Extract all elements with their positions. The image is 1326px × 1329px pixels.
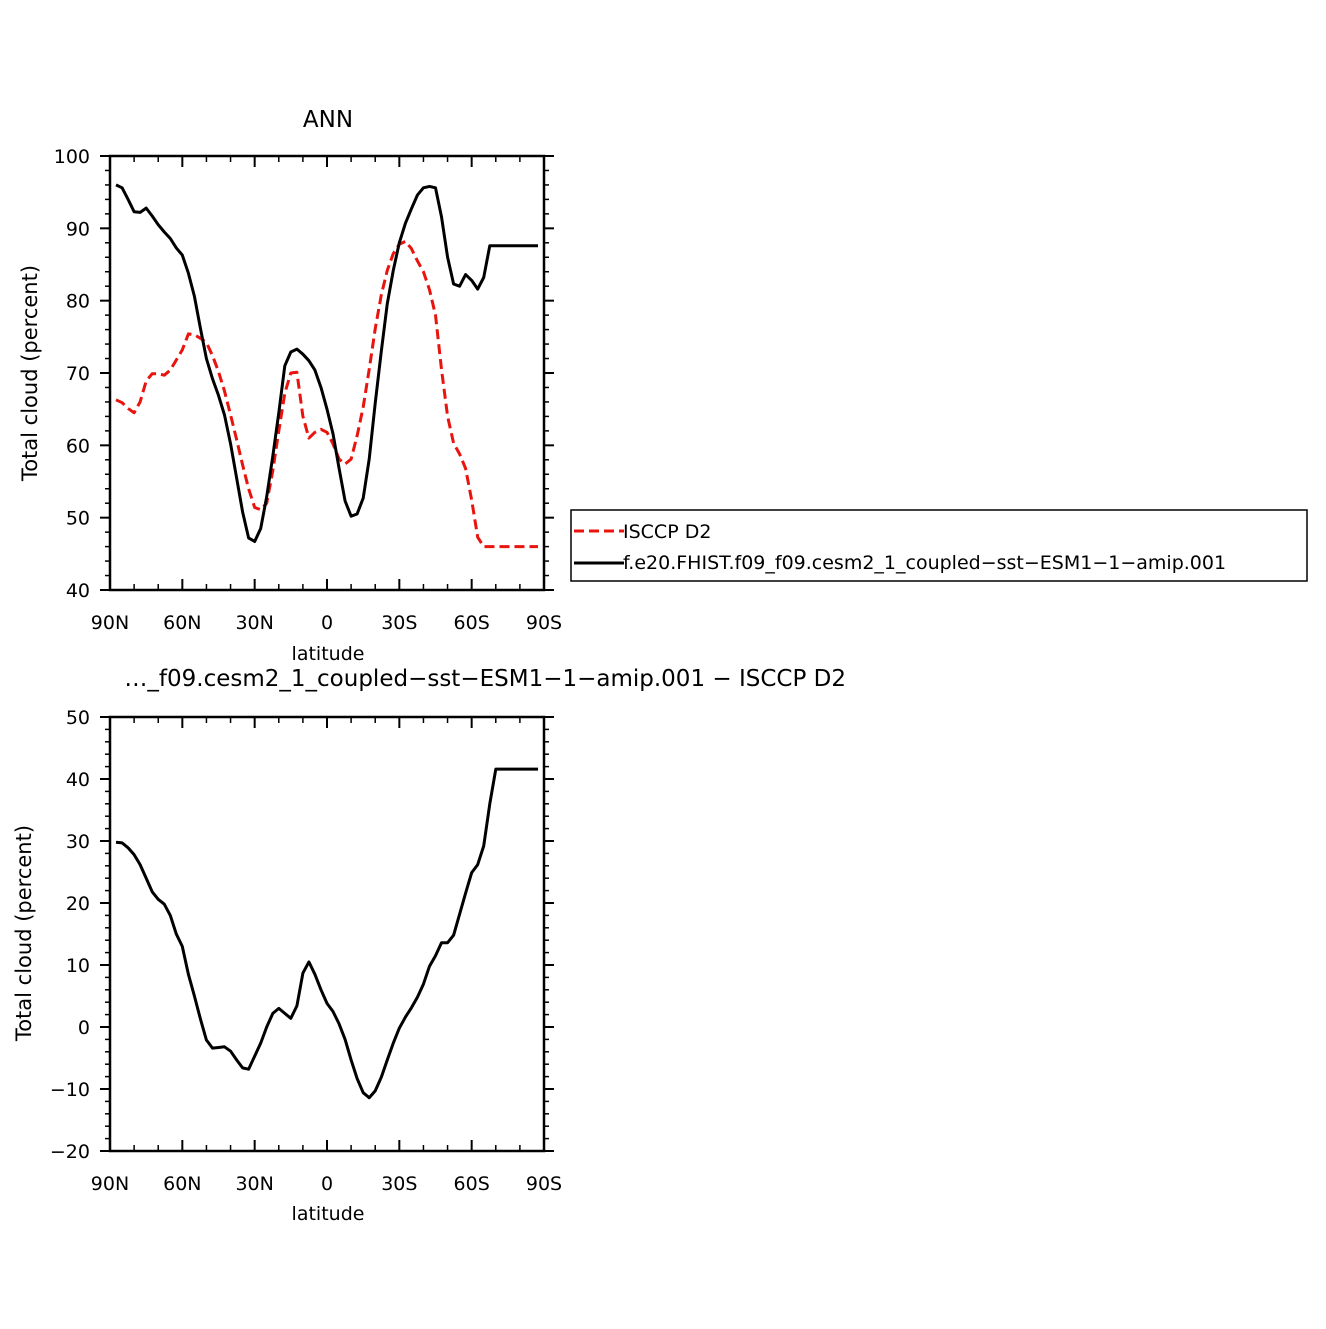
x-tick-label: 90S — [526, 612, 562, 634]
plot-frame — [108, 715, 546, 1153]
y-tick-label: 50 — [66, 508, 90, 530]
x-tick-label: 90S — [526, 1173, 562, 1195]
x-tick-label: 60S — [454, 612, 490, 634]
x-tick-label: 30N — [235, 1173, 273, 1195]
series-line-0 — [115, 239, 538, 549]
y-tick-label: 70 — [66, 363, 90, 385]
y-tick-label: 60 — [66, 435, 90, 457]
plot-lines — [115, 183, 538, 549]
x-tick-label: 0 — [321, 612, 333, 634]
y-tick-label: 100 — [54, 146, 90, 168]
y-tick-label: 90 — [66, 218, 90, 240]
y-axis-label: Total cloud (percent) — [18, 265, 42, 482]
legend-box — [570, 509, 1308, 582]
y-tick-label: 50 — [66, 707, 90, 729]
y-tick-label: −10 — [50, 1079, 90, 1101]
x-tick-label: 30S — [381, 1173, 417, 1195]
x-tick-label: 90N — [91, 612, 129, 634]
axis-tick-labels: 90N 60N 30N 0 30S 60S 90S −20 −10 0 10 20 30 40 50 — [50, 707, 562, 1195]
x-axis-label: latitude — [292, 1203, 365, 1225]
axis-tick-labels: 90N 60N 30N 0 30S 60S 90S 40 50 60 70 80 90 100 — [54, 146, 562, 634]
y-tick-label: 30 — [66, 831, 90, 853]
x-tick-label: 90N — [91, 1173, 129, 1195]
chart-difference: …_f09.cesm2_1_coupled−sst−ESM1−1−amip.00… — [12, 666, 846, 1225]
y-tick-label: 10 — [66, 955, 90, 977]
x-tick-label: 60N — [163, 612, 201, 634]
y-axis-label: Total cloud (percent) — [12, 825, 36, 1042]
y-tick-label: 40 — [66, 769, 90, 791]
plot-lines — [115, 767, 538, 1100]
y-tick-label: −20 — [50, 1141, 90, 1163]
series-line-1 — [115, 183, 538, 543]
series-line-0 — [115, 767, 538, 1100]
x-tick-label: 60N — [163, 1173, 201, 1195]
x-tick-label: 0 — [321, 1173, 333, 1195]
y-tick-label: 20 — [66, 893, 90, 915]
y-tick-label: 80 — [66, 291, 90, 313]
x-tick-label: 30S — [381, 612, 417, 634]
x-tick-label: 60S — [454, 1173, 490, 1195]
legend-label-model: f.e20.FHIST.f09_f09.cesm2_1_coupled−sst−… — [623, 552, 1226, 574]
x-tick-label: 30N — [235, 612, 273, 634]
x-axis-label: latitude — [292, 643, 365, 665]
axis-ticks — [100, 716, 554, 1152]
plot-frame — [108, 154, 546, 592]
y-tick-label: 40 — [66, 580, 90, 602]
chart-title: …_f09.cesm2_1_coupled−sst−ESM1−1−amip.00… — [124, 666, 846, 692]
chart-ann: ANN Total cloud (percent) latitude 90N 60… — [18, 107, 1308, 665]
chart-title: ANN — [303, 107, 353, 133]
legend-label-isccp: ISCCP D2 — [623, 521, 711, 543]
y-tick-label: 0 — [78, 1017, 90, 1039]
legend: ISCCP D2 f.e20.FHIST.f09_f09.cesm2_1_cou… — [570, 509, 1308, 582]
